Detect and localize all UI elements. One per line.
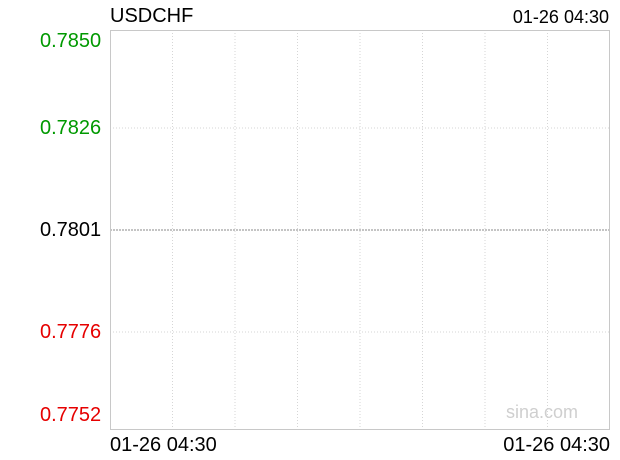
y-tick-label: 0.7752 — [40, 404, 102, 426]
y-tick-label: 0.7776 — [40, 321, 102, 344]
y-tick-label: 0.7801 — [40, 219, 102, 241]
horizontal-gridlines — [110, 127, 610, 333]
plot-frame — [110, 30, 610, 430]
chart-title: USDCHF — [110, 5, 194, 27]
header-timestamp: 01-26 04:30 — [512, 7, 609, 27]
x-tick-label-start: 01-26 04:30 — [110, 434, 217, 456]
y-tick-label: 0.7850 — [40, 30, 102, 52]
y-tick-label: 0.7826 — [40, 116, 102, 139]
vertical-gridlines — [172, 30, 548, 430]
x-tick-label-end: 01-26 04:30 — [503, 434, 610, 456]
sina-watermark: sina.com — [506, 402, 579, 422]
